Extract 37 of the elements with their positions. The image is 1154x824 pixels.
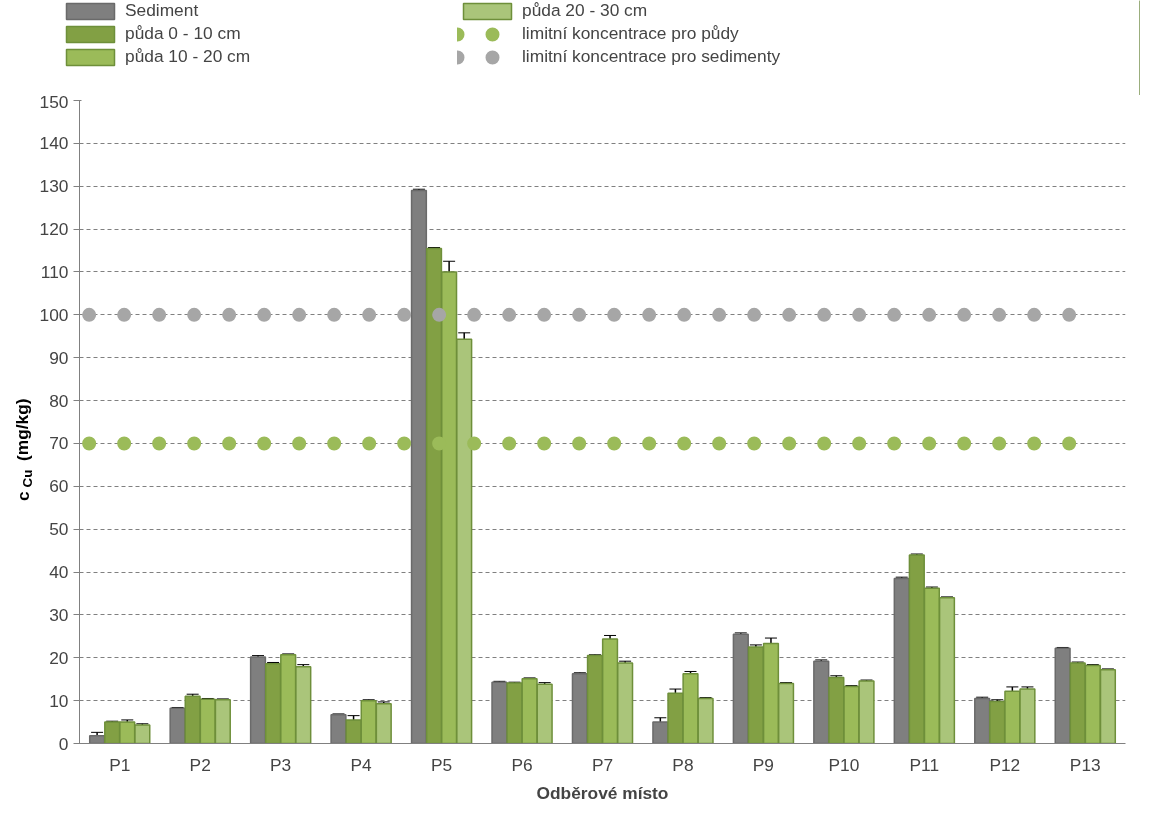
legend-label: limitní koncentrace pro sedimenty [522,46,782,67]
y-tick-label: 130 [39,176,69,197]
y-axis-title: cCu (mg/kg) [12,398,35,501]
x-tick-label: P1 [109,754,131,775]
x-tick-label: P7 [591,754,614,775]
y-tick-label: 60 [49,476,69,497]
y-tick-label: 30 [49,604,69,625]
x-tick-label: P5 [430,754,453,775]
x-tick-label: P13 [1069,754,1101,775]
x-axis-title: Odběrové místo [536,782,669,803]
y-tick-label: 40 [49,562,69,583]
y-tick-label: 120 [39,219,69,240]
x-tick-label: P3 [270,754,292,775]
x-tick-label: P2 [189,754,211,775]
y-tick-label: 100 [39,304,69,325]
y-tick-label: 20 [49,647,69,668]
y-tick-label: 150 [39,91,69,112]
x-tick-label: P8 [672,754,694,775]
y-tick-label: 0 [58,733,69,754]
y-tick-label: 80 [49,390,69,411]
y-tick-label: 110 [40,261,69,282]
legend-label: půda 0 - 10 cm [125,23,242,44]
legend-label: Sediment [125,0,200,21]
y-tick-label: 50 [49,519,69,540]
legend-label: limitní koncentrace pro půdy [522,23,740,44]
x-tick-label: P12 [989,754,1021,775]
legend-label: půda 20 - 30 cm [522,0,649,21]
x-tick-label: P4 [350,754,373,775]
y-tick-label: 10 [49,690,69,711]
x-tick-label: P11 [909,754,940,775]
x-tick-label: P6 [511,754,533,775]
y-tick-label: 70 [49,433,69,454]
x-tick-label: P9 [752,754,775,775]
y-tick-label: 140 [39,133,69,154]
legend-label: půda 10 - 20 cm [125,46,252,67]
x-tick-label: P10 [828,754,860,775]
y-tick-label: 90 [49,347,69,368]
